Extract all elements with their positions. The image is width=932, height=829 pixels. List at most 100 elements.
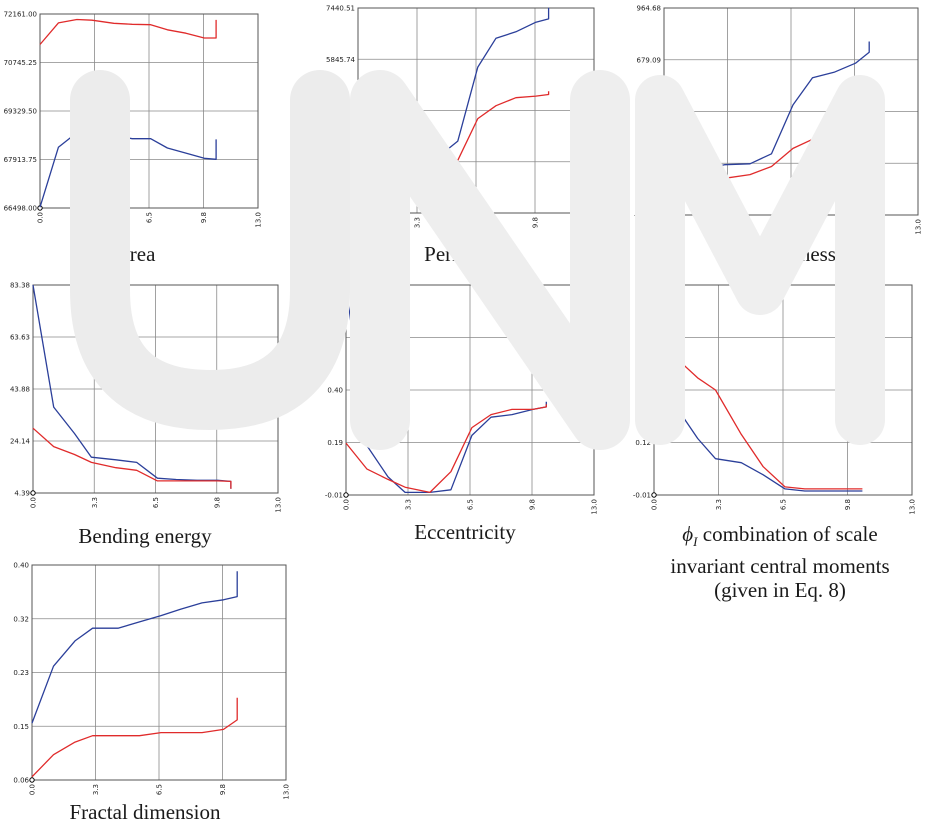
perimeter-chart-panel: 1061.43 2656.20 4250.97 5845.74 7440.51 0.0 3.… — [318, 0, 608, 235]
x-tick-label: 6.5 — [788, 219, 796, 230]
caption-phi-line3: (given in Eq. 8) — [714, 578, 846, 603]
x-tick-label: 3.3 — [91, 497, 99, 508]
x-tick-label: 0.0 — [37, 212, 45, 223]
y-tick-label: 69329.50 — [4, 108, 37, 116]
eccentricity-chart-panel: -0.01 0.19 0.40 0.60 0.80 0.0 3.3 6.5 9.8 13.0 — [318, 275, 608, 515]
y-tick-label: 0.32 — [13, 615, 29, 623]
y-tick-label: 0.06 — [13, 777, 29, 785]
x-tick-label: 13.0 — [915, 219, 923, 235]
x-tick-label: 9.8 — [213, 497, 221, 508]
caption-phi-line2: invariant central moments — [670, 554, 890, 579]
fractal-chart-svg: 0.06 0.15 0.23 0.32 0.40 0.0 3.3 6.5 9.8 13.0 — [13, 562, 290, 800]
y-tick-label: 4.39 — [14, 490, 30, 498]
x-tick-label: 6.5 — [152, 497, 160, 508]
compactness-chart-svg: -177.68 107.91 393.50 679.09 964.68 0.0 3.3 6.5… — [634, 5, 923, 235]
x-tick-label: 9.8 — [200, 212, 208, 223]
y-tick-label: 66498.00 — [4, 205, 37, 213]
perimeter-red-series-line — [357, 91, 550, 206]
area-chart-svg: 66498.00 67913.75 69329.50 70745.25 72161.00… — [4, 11, 263, 228]
x-tick-label: 13.0 — [591, 217, 599, 233]
x-tick-label: 3.3 — [405, 499, 413, 510]
y-tick-label: 4250.97 — [326, 107, 355, 115]
origin-marker — [355, 210, 361, 216]
phi-symbol: ϕ — [682, 522, 694, 546]
y-tick-label: 107.91 — [637, 160, 662, 168]
x-tick-label: 0.0 — [355, 217, 363, 228]
phi-chart-svg: -0.01 0.12 0.25 0.38 0.51 0.0 3.3 6.5 9.8 13.0 — [633, 282, 917, 515]
eccentricity-chart-svg: -0.01 0.19 0.40 0.60 0.80 0.0 3.3 6.5 9.8 13.0 — [325, 282, 599, 515]
x-tick-label: 3.3 — [92, 784, 100, 795]
x-tick-label: 6.5 — [156, 784, 164, 795]
phi-red-series-line — [653, 284, 863, 490]
area-blue-series-line — [39, 129, 217, 208]
area-red-series-line — [39, 18, 217, 45]
y-tick-label: 0.38 — [635, 334, 651, 342]
caption-phi: ϕI combination of scale invariant centra… — [630, 522, 930, 602]
fractal-blue-series-line — [31, 571, 238, 724]
x-tick-label: 3.3 — [91, 212, 99, 223]
y-tick-label: 70745.25 — [4, 59, 37, 67]
y-tick-label: 2656.20 — [326, 158, 355, 166]
x-tick-label: 9.8 — [851, 219, 859, 230]
caption-eccentricity: Eccentricity — [414, 520, 516, 544]
area-chart-panel: 66498.00 67913.75 69329.50 70745.25 72161.00… — [0, 0, 290, 235]
x-tick-label: 0.0 — [661, 219, 669, 230]
x-tick-label: 13.0 — [283, 784, 291, 800]
x-tick-label: 6.5 — [467, 499, 475, 510]
x-tick-label: 3.3 — [414, 217, 422, 228]
origin-marker — [343, 492, 349, 498]
y-tick-label: 0.60 — [327, 334, 343, 342]
y-tick-label: 0.12 — [635, 439, 651, 447]
caption-bending-energy: Bending energy — [78, 524, 212, 548]
compactness-blue-series-line — [663, 41, 870, 179]
plot-frame — [31, 564, 287, 781]
y-tick-label: 24.14 — [10, 438, 31, 446]
eccentricity-red-series-line — [345, 404, 547, 494]
bending-blue-series-line — [32, 284, 232, 489]
x-tick-label: 9.8 — [529, 499, 537, 510]
y-tick-label: -0.01 — [633, 492, 651, 500]
y-tick-label: 0.25 — [635, 387, 651, 395]
origin-marker — [651, 492, 657, 498]
y-tick-label: 0.40 — [13, 562, 29, 570]
compactness-chart-panel: -177.68 107.91 393.50 679.09 964.68 0.0 3.3 6.5… — [622, 0, 923, 235]
x-tick-label: 3.3 — [715, 499, 723, 510]
y-tick-label: 0.19 — [327, 439, 343, 447]
y-tick-label: 964.68 — [637, 5, 662, 13]
bending-energy-chart-panel: 4.39 24.14 43.88 63.63 83.38 0.0 3.3 6.5 9.8 13.0 — [0, 275, 290, 513]
x-tick-label: 3.3 — [724, 219, 732, 230]
x-tick-label: 9.8 — [844, 499, 852, 510]
x-tick-label: 0.0 — [343, 499, 351, 510]
x-tick-label: 13.0 — [255, 212, 263, 228]
phi-chart-panel: -0.01 0.12 0.25 0.38 0.51 0.0 3.3 6.5 9.8 13.0 — [622, 275, 922, 515]
caption-area: Area — [114, 242, 156, 266]
y-tick-label: 63.63 — [10, 334, 30, 342]
origin-marker — [29, 777, 35, 783]
x-tick-label: 0.0 — [651, 499, 659, 510]
fractal-dimension-chart-panel: 0.06 0.15 0.23 0.32 0.40 0.0 3.3 6.5 9.8 13.0 — [0, 555, 290, 800]
bending-chart-svg: 4.39 24.14 43.88 63.63 83.38 0.0 3.3 6.5 9.8 13.0 — [10, 282, 283, 513]
y-tick-label: 43.88 — [10, 386, 30, 394]
y-tick-label: 7440.51 — [326, 5, 355, 13]
y-tick-label: 83.38 — [10, 282, 30, 290]
x-tick-label: 9.8 — [219, 784, 227, 795]
y-tick-label: 5845.74 — [326, 56, 355, 64]
x-tick-label: 6.5 — [780, 499, 788, 510]
y-tick-label: 0.15 — [13, 723, 29, 731]
caption-perimeter: Perimeter — [424, 242, 506, 266]
phi-subscript: I — [693, 534, 698, 550]
y-tick-label: -177.68 — [634, 212, 661, 220]
x-tick-label: 13.0 — [591, 499, 599, 515]
y-tick-label: -0.01 — [325, 492, 343, 500]
y-tick-label: 0.40 — [327, 387, 343, 395]
y-tick-label: 0.51 — [635, 282, 651, 290]
y-tick-label: 393.50 — [637, 108, 662, 116]
y-tick-label: 0.23 — [13, 669, 29, 677]
x-tick-label: 0.0 — [29, 784, 37, 795]
bending-red-series-line — [32, 427, 232, 489]
eccentricity-blue-series-line — [345, 284, 547, 494]
x-tick-label: 6.5 — [146, 212, 154, 223]
y-tick-label: 0.80 — [327, 282, 343, 290]
caption-phi-line1: combination of scale — [697, 522, 878, 546]
y-tick-label: 1061.43 — [326, 210, 355, 218]
